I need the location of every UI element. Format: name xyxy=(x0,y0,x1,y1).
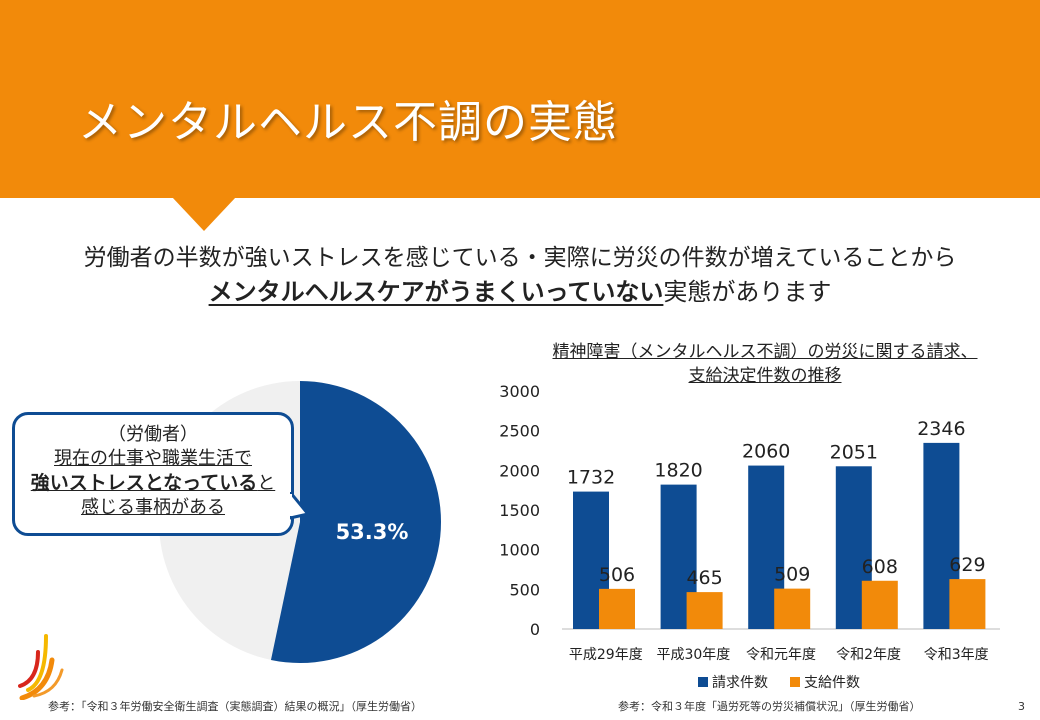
y-tick-label: 1000 xyxy=(499,541,540,560)
stress-callout: （労働者） 現在の仕事や職業生活で 強いストレスとなっていると 感じる事柄がある xyxy=(12,412,294,536)
bar-payments-value-label: 629 xyxy=(949,554,985,576)
y-tick-label: 500 xyxy=(509,580,540,599)
page-title: メンタルヘルス不調の実態 xyxy=(78,97,618,148)
bar-payments xyxy=(599,588,635,629)
callout-line-1: （労働者） xyxy=(108,424,198,445)
y-tick-label: 3000 xyxy=(499,382,540,401)
bar-claims-value-label: 1732 xyxy=(567,467,615,489)
pie-slice-stress xyxy=(270,381,441,663)
banner-pointer xyxy=(172,197,236,231)
company-logo xyxy=(18,634,64,700)
chart-title-line-1: 精神障害（メンタルヘルス不調）の労災に関する請求、 xyxy=(552,342,978,362)
legend-label-payments: 支給件数 xyxy=(804,675,860,691)
callout-line-3: 強いストレスとなっていると xyxy=(15,471,291,496)
x-category-label: 令和2年度 xyxy=(836,647,901,663)
callout-line-4: 感じる事柄がある xyxy=(81,497,225,518)
bar-claims-value-label: 2051 xyxy=(830,441,878,463)
y-tick-label: 2000 xyxy=(499,461,540,480)
bar-payments-value-label: 509 xyxy=(774,564,810,586)
lead-emphasis: メンタルヘルスケアがうまくいっていない xyxy=(208,278,664,306)
x-category-label: 平成29年度 xyxy=(569,647,643,663)
bar-payments-value-label: 506 xyxy=(599,564,635,586)
page-number: 3 xyxy=(1018,700,1025,713)
source-note-left: 参考：「令和３年労働安全衛生調査（実態調査）結果の概況」（厚生労働省） xyxy=(48,700,422,713)
title-banner xyxy=(0,0,1040,198)
chart-title: 精神障害（メンタルヘルス不調）の労災に関する請求、 支給決定件数の推移 xyxy=(500,340,1030,388)
legend-swatch-claims xyxy=(698,677,708,687)
bar-payments-value-label: 465 xyxy=(686,567,722,589)
callout-emphasis: 強いストレスとなっている xyxy=(30,472,258,494)
x-category-label: 令和元年度 xyxy=(746,647,816,663)
y-tick-label: 2500 xyxy=(499,422,540,441)
bar-payments xyxy=(949,579,986,629)
claims-bar-chart: 0 500 1000 1500 2000 2500 3000 1732 506 平成29年度 182… xyxy=(499,382,1000,691)
callout-line-3-rest: と xyxy=(257,473,276,494)
x-category-label: 令和3年度 xyxy=(924,647,989,663)
bar-payments xyxy=(774,588,811,629)
source-note-right: 参考：令和３年度「過労死等の労災補償状況」（厚生労働省） xyxy=(618,700,921,713)
y-tick-label: 1500 xyxy=(499,501,540,520)
callout-line-2: 現在の仕事や職業生活で xyxy=(54,448,252,469)
x-category-label: 平成30年度 xyxy=(656,647,730,663)
bar-payments xyxy=(861,580,898,629)
chart-title-line-2: 支給決定件数の推移 xyxy=(688,366,842,386)
pie-percent-label: 53.3% xyxy=(336,520,409,544)
y-tick-label: 0 xyxy=(530,620,540,639)
callout-tail xyxy=(290,492,310,520)
bar-claims-value-label: 2060 xyxy=(742,441,790,463)
lead-line-2: メンタルヘルスケアがうまくいっていない実態があります xyxy=(0,272,1040,307)
legend-swatch-payments xyxy=(790,677,800,687)
lead-rest: 実態があります xyxy=(663,278,832,306)
legend-label-claims: 請求件数 xyxy=(712,675,768,691)
bar-payments-value-label: 608 xyxy=(862,556,898,578)
bar-payments xyxy=(686,592,723,629)
lead-line-1: 労働者の半数が強いストレスを感じている・実際に労災の件数が増えていることから xyxy=(83,245,957,271)
bar-claims-value-label: 2346 xyxy=(917,418,965,440)
bar-claims-value-label: 1820 xyxy=(654,460,702,482)
